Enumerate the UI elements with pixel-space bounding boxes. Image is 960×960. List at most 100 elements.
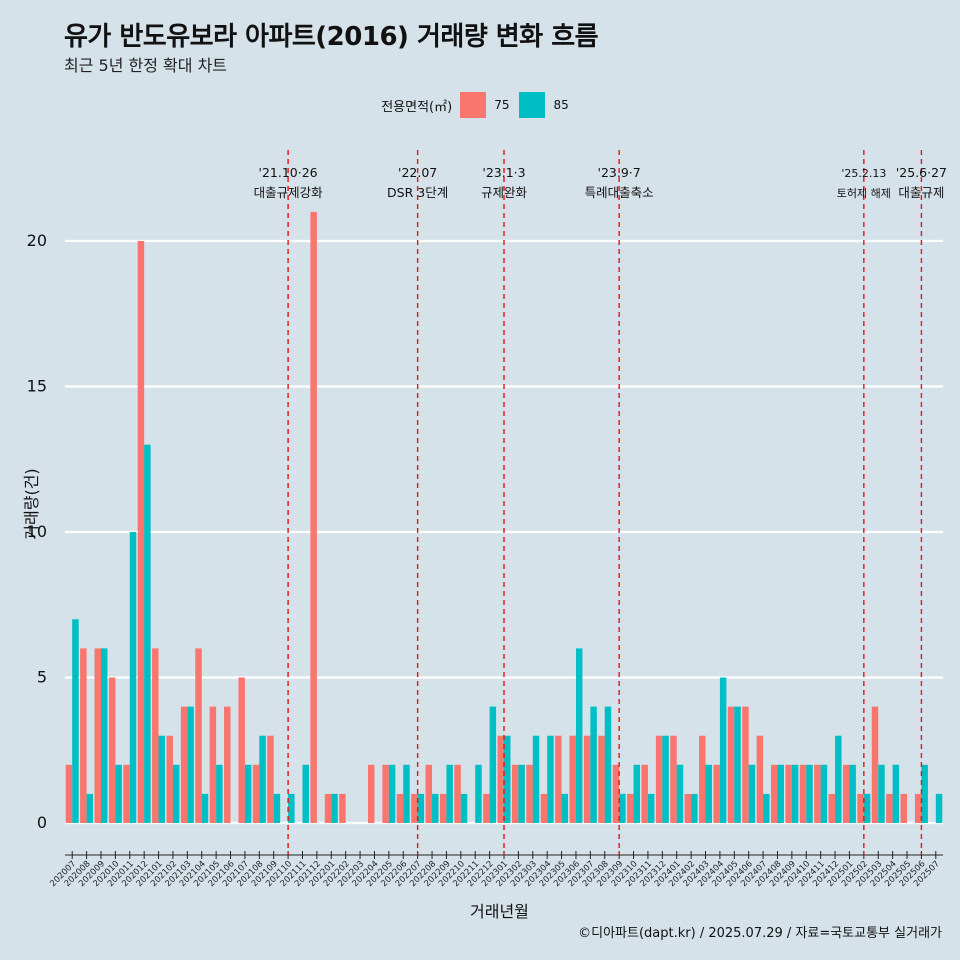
bar-75-202406 <box>742 706 749 823</box>
bar-75-202209 <box>439 793 447 823</box>
bar-85-202104 <box>201 793 209 823</box>
bar-75-202109 <box>267 735 274 823</box>
bar-75-202202 <box>339 793 346 823</box>
bar-85-202502 <box>863 793 871 823</box>
bar-75-202205 <box>382 764 389 823</box>
bar-85-202201 <box>331 793 338 823</box>
bar-85-202103 <box>187 706 194 823</box>
bar-75-202103 <box>180 706 188 823</box>
bar-75-202502 <box>857 793 864 823</box>
bar-75-202311 <box>641 764 648 823</box>
bar-75-202405 <box>727 706 735 823</box>
y-tick-label: 10 <box>27 522 47 541</box>
event-date: '21.10·26 <box>259 165 318 180</box>
bar-75-202306 <box>569 735 576 823</box>
event-label: DSR 3단계 <box>387 185 448 200</box>
bar-85-202404 <box>719 677 727 823</box>
bar-85-202109 <box>273 793 281 823</box>
bar-75-202208 <box>425 764 433 823</box>
bar-85-202210 <box>460 793 468 823</box>
bar-85-202302 <box>518 764 525 823</box>
bar-75-202201 <box>324 793 332 823</box>
y-tick-label: 15 <box>27 377 47 396</box>
bar-75-202206 <box>396 793 404 823</box>
chart-subtitle: 최근 5년 한정 확대 차트 <box>64 56 228 75</box>
bar-85-202401 <box>676 764 684 823</box>
bar-75-202310 <box>627 793 634 823</box>
event-date: '25.6·27 <box>896 165 947 180</box>
bar-85-202411 <box>820 764 828 823</box>
bar-75-202301 <box>497 735 504 823</box>
bar-85-202507 <box>935 793 943 823</box>
bar-85-202308 <box>604 706 612 823</box>
bar-75-202302 <box>511 764 519 823</box>
bar-75-202308 <box>598 735 605 823</box>
bar-85-202101 <box>158 735 166 823</box>
event-date: '23.9·7 <box>598 165 641 180</box>
bar-85-202107 <box>244 764 252 823</box>
bar-85-202110 <box>288 793 295 823</box>
bar-75-202312 <box>655 735 663 823</box>
bar-85-202212 <box>489 706 497 823</box>
bar-75-202501 <box>842 764 850 823</box>
bar-85-202402 <box>691 793 698 823</box>
bar-75-202407 <box>756 735 764 823</box>
bar-75-202204 <box>367 764 375 823</box>
bar-75-202008 <box>80 648 87 823</box>
event-label: 대출규제강화 <box>254 185 324 200</box>
bar-85-202009 <box>100 648 108 823</box>
bar-85-202506 <box>921 764 928 823</box>
bar-75-202403 <box>699 735 706 823</box>
bar-75-202112 <box>310 211 317 823</box>
y-axis-label: 거래량(건) <box>22 468 41 540</box>
bar-85-202504 <box>892 764 900 823</box>
bar-85-202312 <box>662 735 669 823</box>
bar-85-202311 <box>647 793 655 823</box>
bar-85-202310 <box>633 764 641 823</box>
bar-85-202105 <box>216 764 223 823</box>
bar-75-202412 <box>828 793 836 823</box>
bar-85-202403 <box>705 764 712 823</box>
bar-85-202410 <box>806 764 813 823</box>
bar-75-202102 <box>166 735 173 823</box>
bar-75-202107 <box>238 677 245 823</box>
bar-75-202409 <box>785 764 792 823</box>
bar-85-202304 <box>547 735 554 823</box>
bar-75-202108 <box>252 764 260 823</box>
legend-swatch-75 <box>460 92 487 118</box>
legend-label-85: 85 <box>553 98 569 112</box>
bar-85-202405 <box>734 706 741 823</box>
bar-85-202111 <box>302 764 309 823</box>
bar-75-202009 <box>94 648 101 823</box>
legend-swatch-85 <box>519 92 546 118</box>
bar-85-202010 <box>115 764 122 823</box>
bar-85-202406 <box>748 764 756 823</box>
bar-85-202501 <box>849 764 856 823</box>
y-tick-label: 20 <box>27 231 47 250</box>
bar-85-202407 <box>763 793 770 823</box>
bar-75-202402 <box>684 793 692 823</box>
event-date: '23.1·3 <box>482 165 525 180</box>
bar-75-202309 <box>612 764 620 823</box>
event-date: '25.2.13 <box>841 167 886 180</box>
y-tick-label: 0 <box>37 813 47 832</box>
bar-75-202506 <box>914 793 922 823</box>
bar-85-202309 <box>619 793 626 823</box>
bar-75-202408 <box>770 764 778 823</box>
bar-85-202307 <box>590 706 597 823</box>
bar-85-202108 <box>259 735 266 823</box>
bar-85-202306 <box>575 648 583 823</box>
bar-85-202412 <box>835 735 842 823</box>
bar-75-202305 <box>555 735 562 823</box>
x-axis-label: 거래년월 <box>470 902 529 921</box>
bar-75-202007 <box>65 764 73 823</box>
bar-75-202105 <box>209 706 217 823</box>
chart-caption: ©디아파트(dapt.kr) / 2025.07.29 / 자료=국토교통부 실… <box>578 926 942 941</box>
legend-title: 전용면적(㎡) <box>381 99 453 115</box>
bar-75-202307 <box>583 735 591 823</box>
event-label: 규제완화 <box>481 185 528 200</box>
bar-85-202211 <box>475 764 482 823</box>
event-date: '22.07 <box>398 165 437 180</box>
chart-title: 유가 반도유보라 아파트(2016) 거래량 변화 흐름 <box>64 22 599 52</box>
bar-85-202011 <box>129 532 137 823</box>
